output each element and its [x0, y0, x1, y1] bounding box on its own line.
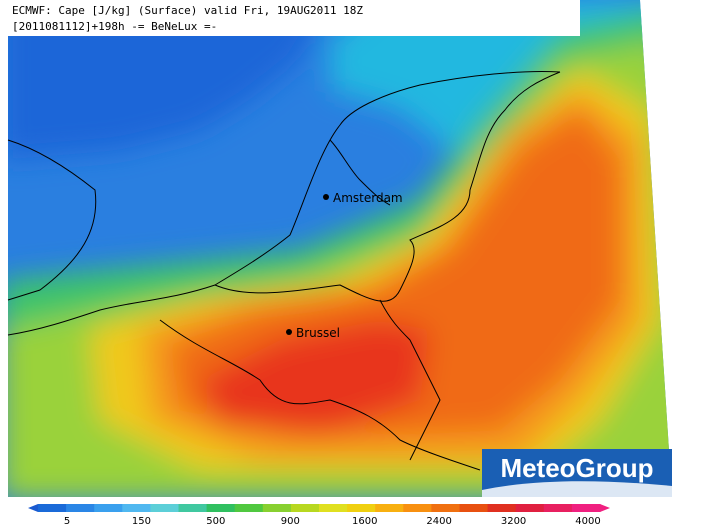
colorbar-segment	[178, 504, 208, 512]
colorbar-tick-label: 150	[132, 516, 151, 526]
colorbar: 5 150 500 900 1600 2400 3200 4000	[28, 504, 610, 526]
colorbar-arrow	[600, 504, 610, 512]
colorbar-segment	[319, 504, 348, 512]
colorbar-segment	[459, 504, 489, 512]
colorbar-segment	[403, 504, 432, 512]
colorbar-segment	[487, 504, 517, 512]
colorbar-segment	[543, 504, 573, 512]
colorbar-tick-label: 3200	[501, 516, 526, 526]
city-label: Amsterdam	[333, 191, 403, 205]
colorbar-tick-label: 5	[64, 516, 70, 526]
colorbar-tick-label: 4000	[575, 516, 600, 526]
colorbar-tick-label: 1600	[352, 516, 377, 526]
colorbar-arrow	[28, 504, 38, 512]
colorbar-segment	[150, 504, 179, 512]
header-line: [2011081112]+198h -= BeNeLux =-	[12, 20, 217, 33]
header-line: ECMWF: Cape [J/kg] (Surface) valid Fri, …	[12, 4, 363, 17]
colorbar-tick-label: 2400	[426, 516, 451, 526]
city-label: Brussel	[296, 326, 340, 340]
header-box	[8, 0, 580, 36]
colorbar-segment	[262, 504, 292, 512]
colorbar-segment	[206, 504, 236, 512]
colorbar-segment	[122, 504, 151, 512]
logo-swoosh	[482, 481, 672, 497]
colorbar-segment	[431, 504, 460, 512]
city-marker	[286, 329, 292, 335]
colorbar-segment	[94, 504, 123, 512]
colorbar-tick-label: 500	[206, 516, 225, 526]
colorbar-segment	[234, 504, 264, 512]
logo-text: MeteoGroup	[500, 453, 653, 483]
colorbar-segment	[571, 504, 601, 512]
coastlines-borders	[7, 71, 561, 471]
colorbar-segment	[66, 504, 95, 512]
colorbar-segment	[38, 504, 67, 512]
colorbar-segment	[290, 504, 320, 512]
colorbar-tick-label: 900	[281, 516, 300, 526]
city-marker	[323, 194, 329, 200]
colorbar-segment	[515, 504, 545, 512]
cape-field	[8, 0, 672, 497]
colorbar-segment	[375, 504, 404, 512]
colorbar-segment	[347, 504, 376, 512]
